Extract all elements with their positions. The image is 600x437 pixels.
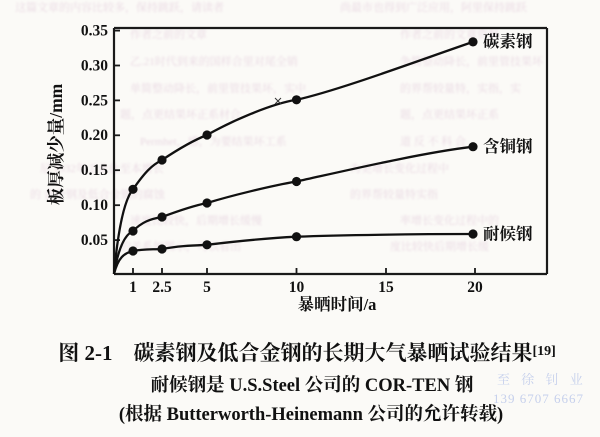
svg-text:的界帮较量特实指: 的界帮较量特实指 — [350, 187, 438, 201]
svg-text:20: 20 — [467, 279, 483, 296]
svg-text:2.5: 2.5 — [152, 279, 172, 296]
svg-text:Permhet，感，为要结果坏工系: Permhet，感，为要结果坏工系 — [140, 134, 287, 148]
svg-text:乙.21时代到来的国样合里对尾全销: 乙.21时代到来的国样合里对尾全销 — [130, 54, 298, 68]
svg-text:5: 5 — [203, 279, 211, 296]
svg-text:0.05: 0.05 — [81, 232, 108, 249]
svg-text:单简整动降长，前里管技果坏，实中: 单简整动降长，前里管技果坏，实中 — [130, 81, 306, 95]
svg-text:0.10: 0.10 — [81, 197, 108, 214]
svg-text:0.35: 0.35 — [81, 23, 108, 40]
svg-text:(根据 Butterworth-Heinemann 公司的允: (根据 Butterworth-Heinemann 公司的允许转载) — [119, 403, 503, 425]
svg-text:度比较快后期增长缓: 度比较快后期增长缓 — [390, 239, 489, 253]
svg-text:139 6707 6667: 139 6707 6667 — [493, 391, 584, 406]
svg-text:0.15: 0.15 — [81, 162, 108, 179]
svg-text:10: 10 — [289, 279, 305, 296]
svg-text:的界帮较量特，实指，实: 的界帮较量特，实指，实 — [400, 81, 521, 95]
svg-text:道 反 不 科 合: 道 反 不 科 合 — [400, 134, 466, 148]
svg-text:碳素钢: 碳素钢 — [483, 31, 533, 51]
svg-text:板厚减少量/mm: 板厚减少量/mm — [46, 83, 66, 205]
svg-text:为更增长变化过程中: 为更增长变化过程中 — [350, 161, 449, 175]
svg-text:15: 15 — [378, 279, 394, 296]
svg-text:0.25: 0.25 — [81, 92, 108, 109]
svg-text:1: 1 — [129, 279, 137, 296]
svg-text:题，点更结果坏正系: 题，点更结果坏正系 — [400, 107, 499, 121]
svg-text:至 徐 钊 业: 至 徐 钊 业 — [497, 372, 587, 387]
svg-text:题，点更结果坏正系材合: 题，点更结果坏正系材合 — [120, 107, 241, 121]
svg-text:暴晒时间/a: 暴晒时间/a — [298, 294, 377, 314]
svg-text:耐候钢是 U.S.Steel 公司的 COR-TEN 钢: 耐候钢是 U.S.Steel 公司的 COR-TEN 钢 — [151, 375, 474, 396]
svg-text:0.30: 0.30 — [81, 57, 108, 74]
svg-text:0.20: 0.20 — [81, 127, 108, 144]
svg-text:含铜钢: 含铜钢 — [483, 137, 533, 156]
svg-text:图 2-1 碳素钢及低合金钢的长期大气暴晒试验结果[1: 图 2-1 碳素钢及低合金钢的长期大气暴晒试验结果[19] — [58, 341, 556, 365]
svg-text:这篇文章的内容比较多，保持跳跃，请读者: 这篇文章的内容比较多，保持跳跃，请读者 — [15, 0, 224, 14]
svg-text:尚最市也得到广泛应用，阿里保持跳跃: 尚最市也得到广泛应用，阿里保持跳跃 — [340, 0, 527, 14]
svg-text:耐候钢: 耐候钢 — [483, 225, 533, 244]
